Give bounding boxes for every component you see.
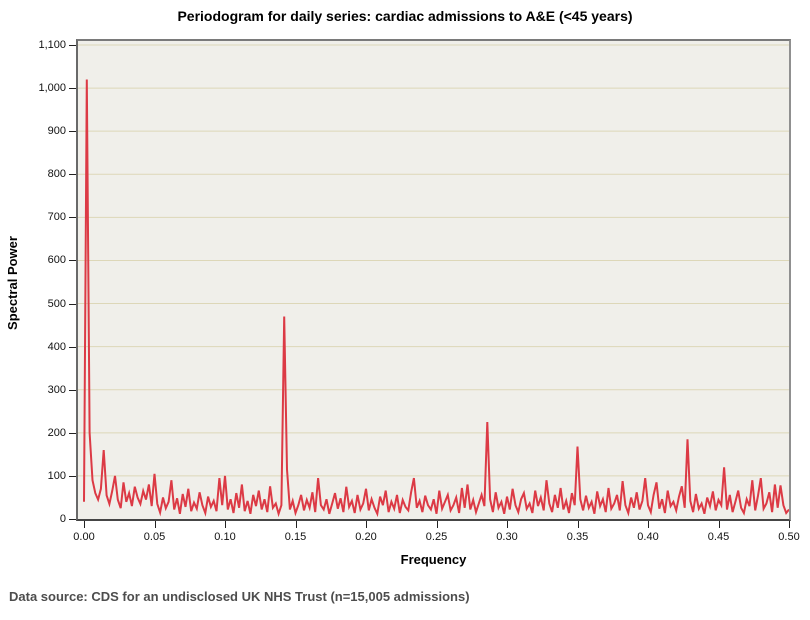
y-tick-mark <box>69 303 76 305</box>
y-axis-title: Spectral Power <box>5 236 20 330</box>
y-tick-mark <box>69 346 76 348</box>
x-tick-label: 0.30 <box>496 531 518 543</box>
x-tick-label: 0.05 <box>143 531 166 543</box>
x-tick-label: 0.45 <box>707 531 730 543</box>
y-tick-mark <box>69 519 76 520</box>
x-tick-mark <box>577 521 579 528</box>
y-tick-label: 0 <box>59 513 66 525</box>
y-tick-label: 800 <box>47 168 66 181</box>
chart-title: Periodogram for daily series: cardiac ad… <box>177 8 633 24</box>
plot-area <box>76 39 791 521</box>
y-tick-mark <box>69 389 76 391</box>
x-tick-label: 0.15 <box>284 531 307 543</box>
x-tick-mark <box>436 521 438 528</box>
x-tick-mark <box>225 521 226 528</box>
x-tick-mark <box>507 521 508 528</box>
y-tick-mark <box>69 131 76 133</box>
y-tick-label: 1,100 <box>38 39 66 51</box>
plot-canvas <box>78 44 789 518</box>
series-line <box>83 79 789 518</box>
y-tick-mark <box>69 88 76 90</box>
y-tick-mark <box>69 475 76 477</box>
x-tick-label: 0.40 <box>637 531 659 543</box>
x-tick-label: 0.50 <box>778 531 800 543</box>
y-tick-label: 600 <box>47 254 66 267</box>
y-tick-mark <box>69 45 76 46</box>
x-axis-title: Frequency <box>400 552 467 567</box>
x-tick-mark <box>366 521 367 528</box>
y-tick-label: 900 <box>47 125 66 138</box>
x-tick-label: 0.00 <box>73 531 95 543</box>
y-tick-mark <box>69 432 76 434</box>
x-tick-label: 0.20 <box>355 531 377 543</box>
x-tick-mark <box>84 521 85 528</box>
y-tick-label: 1,000 <box>38 82 66 95</box>
data-source-note: Data source: CDS for an undisclosed UK N… <box>9 589 470 604</box>
x-tick-mark <box>295 521 297 528</box>
y-tick-label: 300 <box>47 383 66 396</box>
x-tick-mark <box>718 521 720 528</box>
y-tick-label: 500 <box>47 297 66 310</box>
y-tick-label: 400 <box>47 340 66 353</box>
y-tick-mark <box>69 174 76 176</box>
x-tick-mark <box>789 521 790 528</box>
x-tick-label: 0.10 <box>214 531 236 543</box>
y-tick-label: 700 <box>47 211 66 224</box>
y-tick-label: 100 <box>47 469 66 482</box>
x-tick-mark <box>154 521 156 528</box>
y-tick-mark <box>69 260 76 262</box>
x-tick-label: 0.35 <box>566 531 589 543</box>
y-tick-mark <box>69 217 76 219</box>
x-tick-mark <box>648 521 649 528</box>
x-tick-label: 0.25 <box>425 531 448 543</box>
y-tick-label: 200 <box>47 426 66 439</box>
